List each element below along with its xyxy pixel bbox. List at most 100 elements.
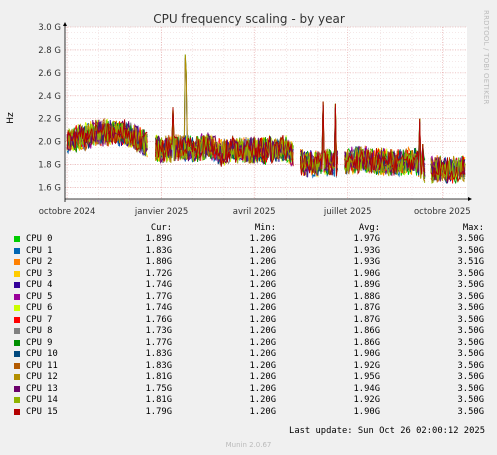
legend-cur: 1.77G	[145, 291, 172, 302]
legend-max: 3.50G	[457, 291, 484, 302]
legend-row: CPU 0 1.89G 1.20G 1.97G 3.50G	[0, 234, 497, 245]
legend-cur: 1.74G	[145, 280, 172, 290]
cpu-frequency-chart: CPU frequency scaling - by year Hz RRDTO…	[6, 10, 490, 217]
legend-cur: 1.79G	[145, 406, 172, 417]
x-tick-label: avril 2025	[233, 207, 276, 217]
legend-swatch	[14, 374, 20, 380]
legend-cur: 1.83G	[145, 245, 172, 256]
y-tick-label: 1.6 G	[38, 184, 61, 194]
legend-name: CPU 3	[26, 268, 53, 279]
legend-avg: 1.90G	[353, 406, 380, 417]
legend-avg: 1.93G	[353, 257, 380, 267]
legend-row: CPU 2 1.80G 1.20G 1.93G 3.51G	[0, 257, 497, 268]
legend-swatch	[14, 236, 20, 242]
legend-avg: 1.88G	[353, 291, 380, 302]
legend: Cur: Min: Avg: Max: CPU 0 1.89G 1.20G 1.97G…	[0, 221, 497, 437]
legend-avg: 1.86G	[353, 337, 380, 348]
series-line-cpu-15	[66, 101, 466, 182]
legend-avg: 1.90G	[353, 349, 380, 359]
legend-swatch	[14, 385, 20, 392]
legend-row: CPU 14 1.81G 1.20G 1.92G 3.50G	[0, 395, 497, 406]
legend-max: 3.50G	[457, 234, 484, 244]
x-tick-label: octobre 2025	[414, 207, 471, 217]
legend-swatch	[14, 339, 20, 346]
legend-name: CPU 7	[26, 314, 53, 325]
legend-header: Cur: Min: Avg: Max:	[0, 223, 497, 234]
legend-name: CPU 12	[26, 372, 58, 382]
legend-cur: 1.81G	[145, 372, 172, 382]
legend-header-cur: Cur:	[150, 223, 172, 233]
legend-min: 1.20G	[249, 303, 276, 313]
legend-max: 3.50G	[457, 395, 484, 405]
legend-min: 1.20G	[249, 337, 276, 348]
legend-max: 3.50G	[457, 337, 484, 348]
legend-name: CPU 9	[26, 337, 53, 348]
legend-min: 1.20G	[249, 383, 276, 394]
y-tick-label: 2.8 G	[38, 46, 61, 56]
y-tick-label: 1.8 G	[38, 161, 61, 171]
legend-max: 3.50G	[457, 280, 484, 290]
legend-name: CPU 2	[26, 257, 53, 267]
legend-row: CPU 9 1.77G 1.20G 1.86G 3.50G	[0, 338, 497, 349]
legend-name: CPU 15	[26, 406, 58, 417]
legend-max: 3.50G	[457, 406, 484, 417]
legend-max: 3.50G	[457, 268, 484, 279]
y-axis-label: Hz	[6, 112, 16, 124]
legend-max: 3.50G	[457, 303, 484, 313]
legend-cur: 1.76G	[145, 314, 172, 325]
legend-name: CPU 11	[26, 360, 58, 371]
last-update: Last update: Sun Oct 26 02:00:12 2025	[289, 426, 485, 436]
legend-row: CPU 10 1.83G 1.20G 1.90G 3.50G	[0, 349, 497, 360]
legend-name: CPU 5	[26, 291, 53, 302]
legend-row: CPU 8 1.73G 1.20G 1.86G 3.50G	[0, 326, 497, 337]
series-lines	[66, 54, 466, 185]
legend-cur: 1.80G	[145, 257, 172, 267]
legend-min: 1.20G	[249, 280, 276, 290]
legend-swatch	[14, 259, 20, 265]
y-tick-label: 3.0 G	[38, 23, 61, 33]
legend-avg: 1.87G	[353, 314, 380, 325]
legend-cur: 1.74G	[145, 303, 172, 313]
legend-avg: 1.93G	[353, 245, 380, 256]
x-tick-label: octobre 2024	[39, 207, 96, 217]
legend-swatch	[14, 362, 20, 369]
legend-min: 1.20G	[249, 406, 276, 417]
legend-row: CPU 12 1.81G 1.20G 1.95G 3.50G	[0, 372, 497, 383]
legend-swatch	[14, 247, 20, 254]
legend-min: 1.20G	[249, 257, 276, 267]
legend-max: 3.50G	[457, 326, 484, 336]
legend-swatch	[14, 305, 20, 311]
legend-min: 1.20G	[249, 349, 276, 359]
legend-avg: 1.92G	[353, 360, 380, 371]
legend-min: 1.20G	[249, 360, 276, 371]
legend-name: CPU 0	[26, 234, 53, 244]
legend-max: 3.50G	[457, 245, 484, 256]
legend-swatch	[14, 408, 20, 415]
legend-avg: 1.89G	[353, 280, 380, 290]
y-tick-label: 2.4 G	[38, 92, 61, 102]
legend-max: 3.50G	[457, 349, 484, 359]
legend-row: CPU 15 1.79G 1.20G 1.90G 3.50G	[0, 407, 497, 418]
chart-title: CPU frequency scaling - by year	[153, 12, 345, 26]
legend-name: CPU 13	[26, 383, 58, 394]
legend-row: CPU 4 1.74G 1.20G 1.89G 3.50G	[0, 280, 497, 291]
legend-avg: 1.95G	[353, 372, 380, 382]
series-line-cpu-14	[66, 108, 466, 184]
y-tick-label: 2.6 G	[38, 69, 61, 79]
legend-avg: 1.86G	[353, 326, 380, 336]
y-tick-label: 2.2 G	[38, 115, 61, 125]
legend-min: 1.20G	[249, 372, 276, 382]
legend-avg: 1.94G	[353, 383, 380, 394]
legend-name: CPU 8	[26, 326, 53, 336]
legend-max: 3.50G	[457, 372, 484, 382]
legend-cur: 1.83G	[145, 349, 172, 359]
legend-swatch	[14, 270, 20, 277]
legend-swatch	[14, 293, 20, 300]
legend-min: 1.20G	[249, 314, 276, 325]
legend-min: 1.20G	[249, 245, 276, 256]
y-axis-arrow	[63, 22, 67, 26]
legend-cur: 1.81G	[145, 395, 172, 405]
legend-cur: 1.77G	[145, 337, 172, 348]
axes: 1.6 G 1.8 G 2.0 G 2.2 G 2.4 G 2.6 G 2.8 G 3.0 G…	[38, 22, 472, 217]
legend-name: CPU 6	[26, 303, 53, 313]
